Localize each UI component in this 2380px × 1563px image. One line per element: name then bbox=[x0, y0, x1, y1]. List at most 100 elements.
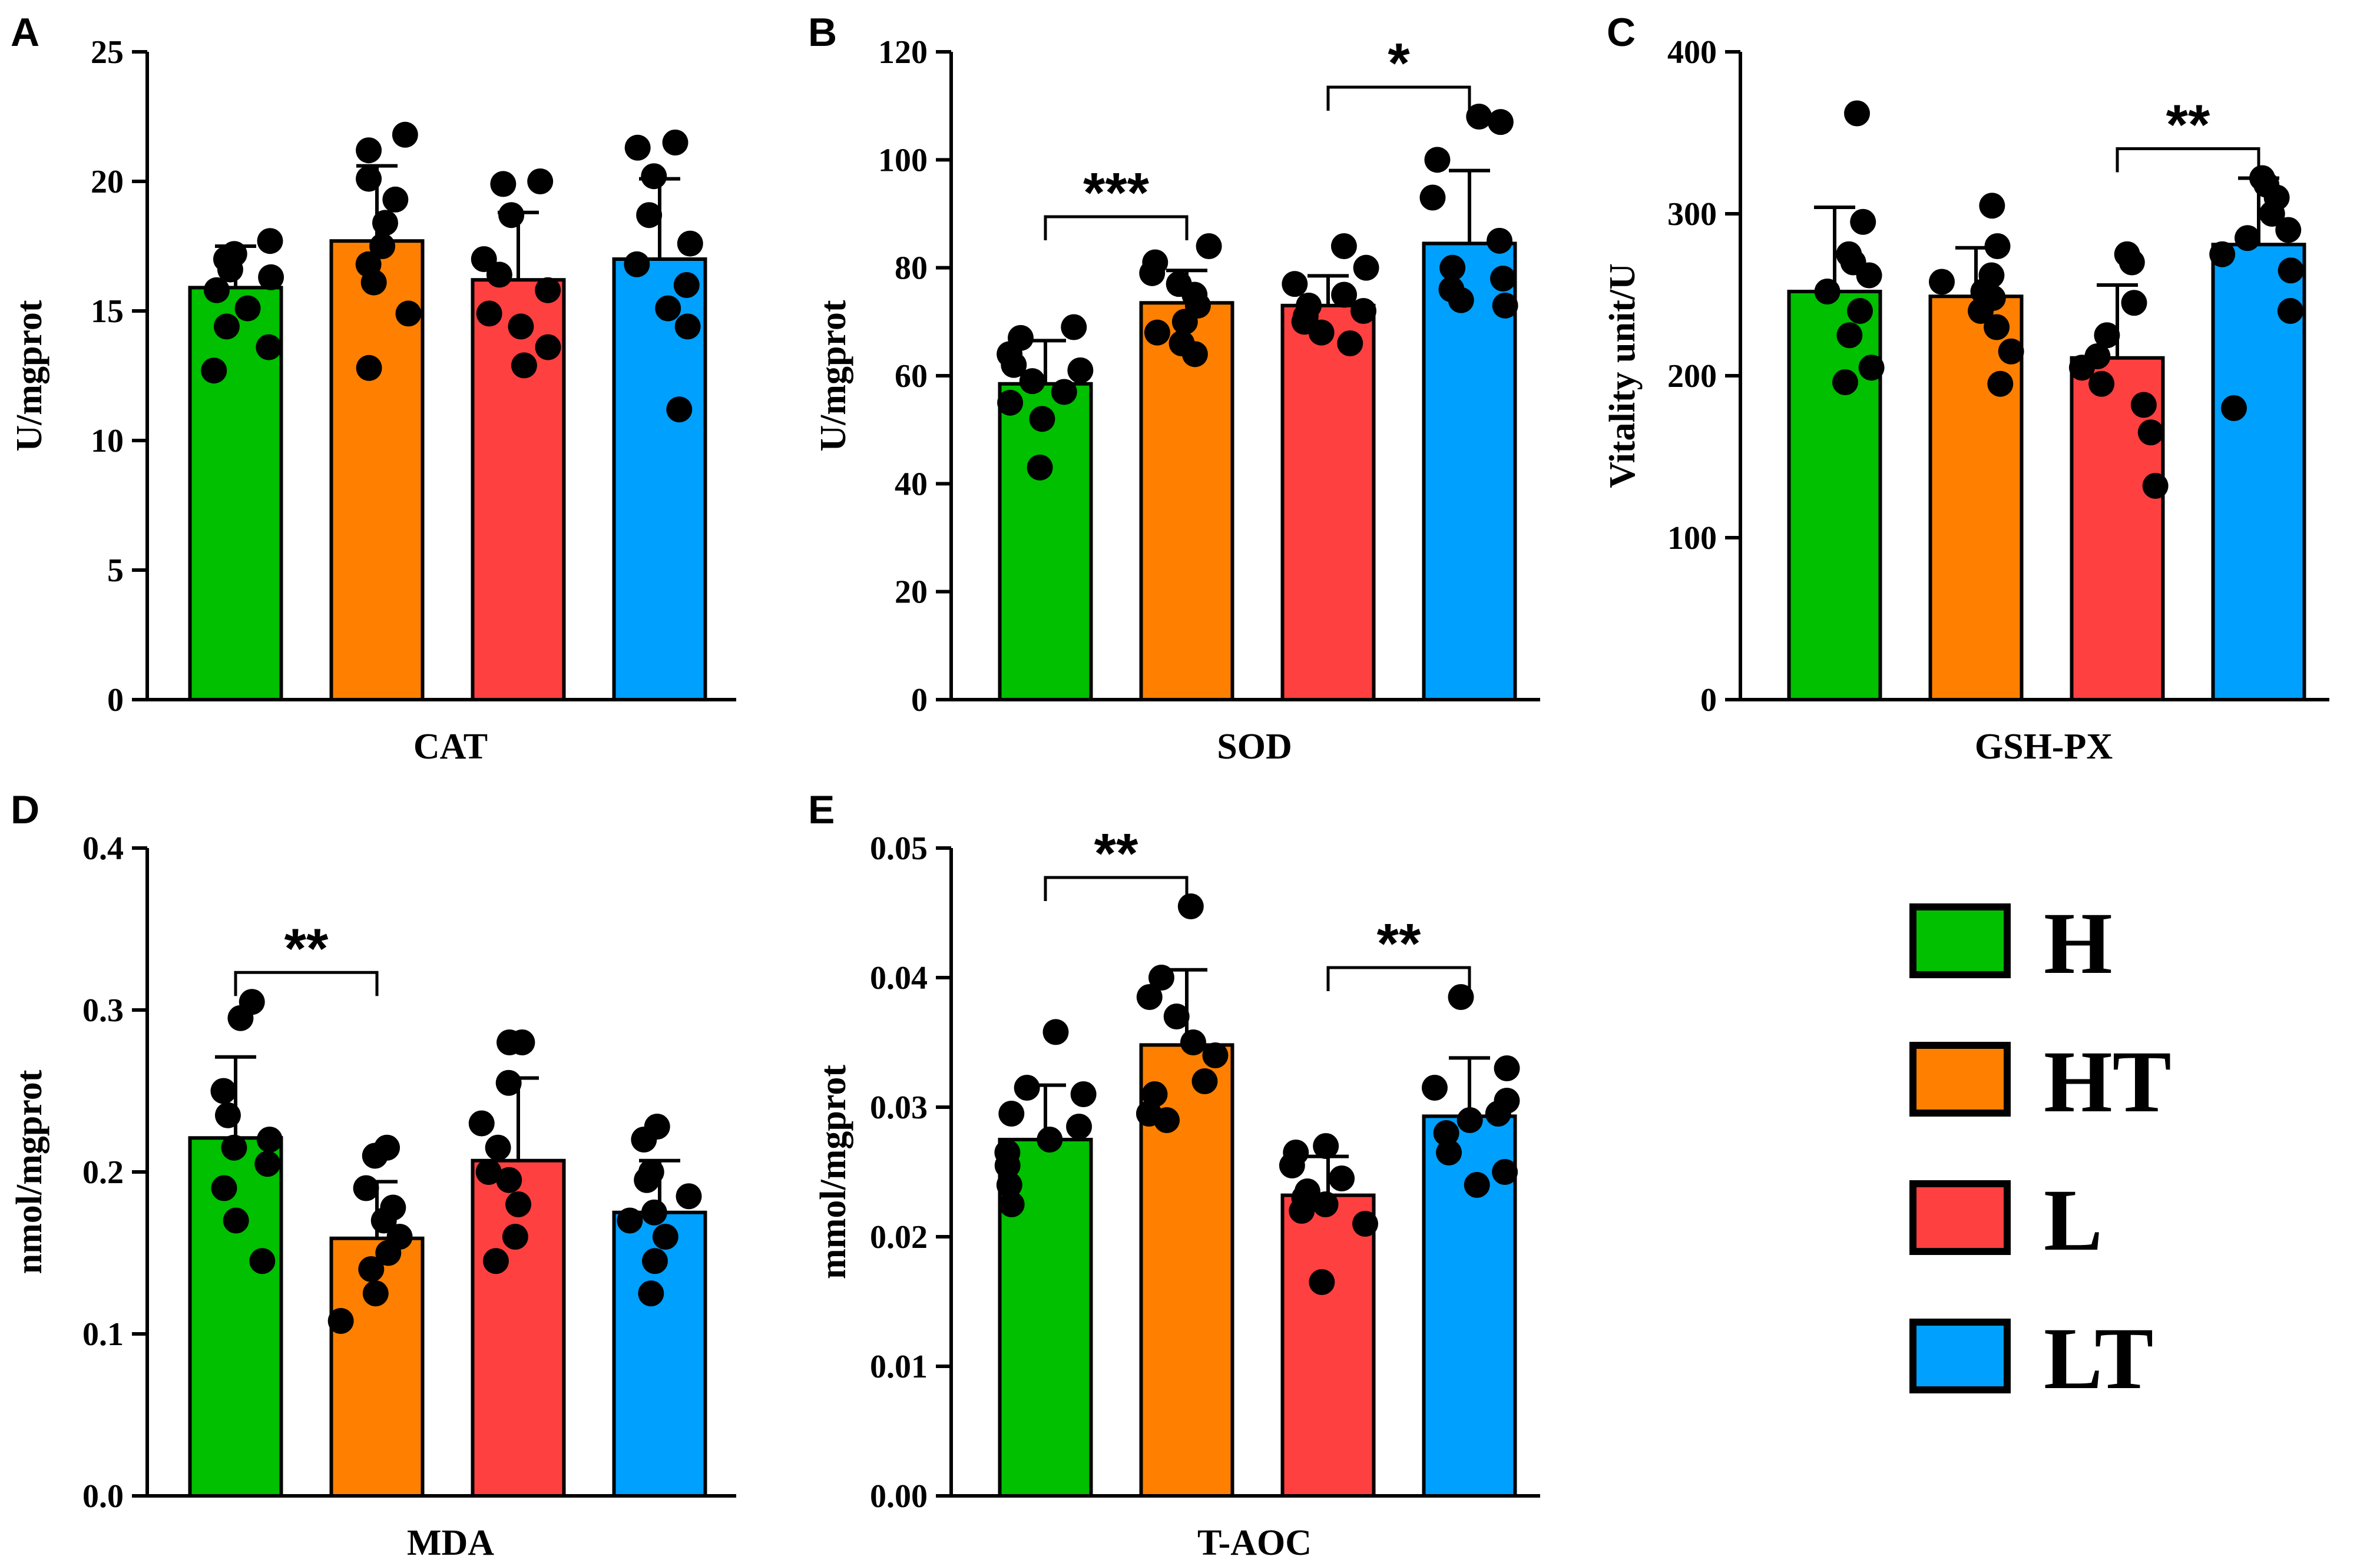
data-point-a-ht-1 bbox=[395, 300, 422, 327]
significance-label-c-0: ** bbox=[2166, 94, 2210, 157]
data-point-c-lt-1 bbox=[2277, 298, 2303, 324]
data-point-c-ht-8 bbox=[1984, 233, 2011, 259]
data-point-e-l-8 bbox=[1283, 1140, 1309, 1165]
y-tick-label-e-0: 0.00 bbox=[870, 1478, 928, 1515]
y-tick-label-b-0: 0 bbox=[911, 682, 928, 718]
data-point-a-l-8 bbox=[490, 171, 517, 197]
significance-label-b-1: * bbox=[1388, 32, 1410, 95]
y-tick-label-c-4: 400 bbox=[1667, 34, 1717, 71]
data-point-b-lt-4 bbox=[1439, 254, 1466, 281]
data-point-c-lt-5 bbox=[2275, 217, 2302, 243]
data-point-d-h-0 bbox=[249, 1248, 276, 1274]
data-point-c-l-0 bbox=[2142, 473, 2169, 499]
data-point-c-ht-6 bbox=[1929, 269, 1955, 295]
data-point-d-ht-0 bbox=[327, 1308, 354, 1334]
data-point-e-ht-9 bbox=[1177, 893, 1204, 919]
y-tick-label-b-4: 80 bbox=[895, 250, 928, 287]
data-point-a-ht-6 bbox=[382, 186, 409, 213]
data-point-a-lt-9 bbox=[662, 130, 688, 155]
y-tick-label-d-4: 0.4 bbox=[82, 830, 124, 867]
data-point-e-h-6 bbox=[998, 1101, 1025, 1127]
data-point-b-lt-6 bbox=[1419, 184, 1446, 211]
data-point-e-ht-7 bbox=[1136, 984, 1163, 1010]
data-point-a-l-0 bbox=[511, 352, 537, 379]
data-point-a-h-5 bbox=[258, 264, 284, 290]
data-point-d-l-0 bbox=[482, 1248, 509, 1274]
data-point-d-l-5 bbox=[485, 1134, 511, 1161]
y-axis-title-e: mmol/mgprot bbox=[813, 1065, 853, 1279]
data-point-a-ht-7 bbox=[356, 165, 382, 192]
data-point-e-l-6 bbox=[1329, 1165, 1355, 1191]
panel-letter-b: B bbox=[808, 10, 837, 55]
data-point-d-h-9 bbox=[239, 989, 265, 1015]
legend-label-l: L bbox=[2044, 1171, 2103, 1269]
bar-b-l bbox=[1280, 303, 1376, 701]
data-point-b-lt-2 bbox=[1438, 276, 1465, 303]
data-point-c-h-9 bbox=[1843, 100, 1870, 127]
data-point-b-lt-3 bbox=[1489, 266, 1516, 292]
x-axis-title-b: SOD bbox=[1217, 727, 1292, 767]
data-point-e-lt-3 bbox=[1433, 1120, 1459, 1146]
data-point-e-ht-2 bbox=[1141, 1081, 1168, 1107]
significance-bracket-e-1 bbox=[1326, 966, 1471, 991]
data-point-d-ht-1 bbox=[362, 1280, 389, 1307]
data-point-a-ht-9 bbox=[392, 121, 418, 148]
y-tick-label-d-0: 0.0 bbox=[82, 1478, 124, 1515]
data-point-d-lt-5 bbox=[676, 1183, 702, 1210]
y-tick-label-b-1: 20 bbox=[895, 574, 928, 611]
data-point-d-l-2 bbox=[505, 1191, 532, 1217]
data-point-d-h-6 bbox=[214, 1102, 241, 1128]
data-point-d-lt-3 bbox=[617, 1207, 643, 1234]
y-tick-label-a-1: 5 bbox=[107, 552, 124, 589]
data-point-a-l-6 bbox=[471, 246, 497, 272]
data-point-b-h-1 bbox=[1029, 406, 1055, 432]
data-point-e-h-4 bbox=[1037, 1127, 1063, 1153]
data-point-a-lt-8 bbox=[624, 134, 651, 161]
data-point-d-lt-7 bbox=[638, 1159, 664, 1185]
data-point-d-h-4 bbox=[221, 1134, 247, 1161]
y-tick-label-e-1: 0.01 bbox=[870, 1349, 928, 1385]
data-point-e-l-0 bbox=[1309, 1269, 1335, 1295]
data-point-b-h-0 bbox=[1027, 454, 1053, 481]
significance-bracket-b-0 bbox=[1044, 215, 1189, 240]
data-point-e-lt-6 bbox=[1494, 1088, 1520, 1114]
data-point-a-lt-1 bbox=[674, 313, 701, 340]
data-point-a-ht-0 bbox=[356, 355, 382, 381]
legend: H HT L LT bbox=[1909, 895, 2172, 1408]
data-point-c-l-2 bbox=[2130, 392, 2157, 418]
legend-label-ht: HT bbox=[2044, 1033, 2172, 1131]
data-point-e-lt-0 bbox=[1464, 1172, 1490, 1198]
data-point-b-l-7 bbox=[1282, 271, 1308, 297]
significance-bracket-c-0 bbox=[2116, 147, 2260, 173]
data-point-d-ht-9 bbox=[374, 1134, 400, 1161]
data-point-a-lt-7 bbox=[641, 163, 667, 190]
data-point-d-h-1 bbox=[223, 1207, 249, 1234]
data-point-b-lt-5 bbox=[1487, 227, 1513, 254]
data-point-c-ht-7 bbox=[1978, 262, 2005, 289]
data-point-b-h-2 bbox=[997, 389, 1024, 416]
data-point-e-ht-1 bbox=[1136, 1101, 1162, 1127]
panel-letter-a: A bbox=[11, 10, 39, 55]
data-point-d-lt-0 bbox=[638, 1280, 664, 1307]
y-axis-title-c: Vitality unit/U bbox=[1603, 263, 1643, 488]
y-tick-label-e-2: 0.02 bbox=[870, 1219, 928, 1256]
data-point-a-h-9 bbox=[257, 228, 283, 254]
y-tick-label-b-3: 60 bbox=[895, 358, 928, 395]
data-point-e-ht-4 bbox=[1202, 1042, 1229, 1068]
significance-label-b-0: *** bbox=[1083, 161, 1150, 224]
data-point-b-l-5 bbox=[1296, 292, 1322, 319]
data-point-d-lt-9 bbox=[644, 1114, 670, 1140]
data-point-e-lt-4 bbox=[1457, 1107, 1483, 1133]
panel-e: E 0.00 0.01 0.02 0.03 0.04 0.05 mmol/mgprot T-AO… bbox=[808, 787, 1540, 1563]
y-tick-label-d-1: 0.1 bbox=[82, 1316, 124, 1353]
data-point-b-h-3 bbox=[1051, 379, 1077, 405]
data-point-a-lt-3 bbox=[673, 272, 700, 298]
legend-swatch-h bbox=[1909, 903, 2011, 978]
data-point-b-l-8 bbox=[1353, 254, 1379, 281]
y-axis-title-a: U/mgprot bbox=[9, 300, 49, 452]
panel-c: C 0 100 200 300 400 Vitality unit/U GSH-PX ** bbox=[1603, 10, 2329, 767]
data-point-c-h-7 bbox=[1836, 241, 1862, 267]
legend-label-lt: LT bbox=[2044, 1310, 2153, 1408]
